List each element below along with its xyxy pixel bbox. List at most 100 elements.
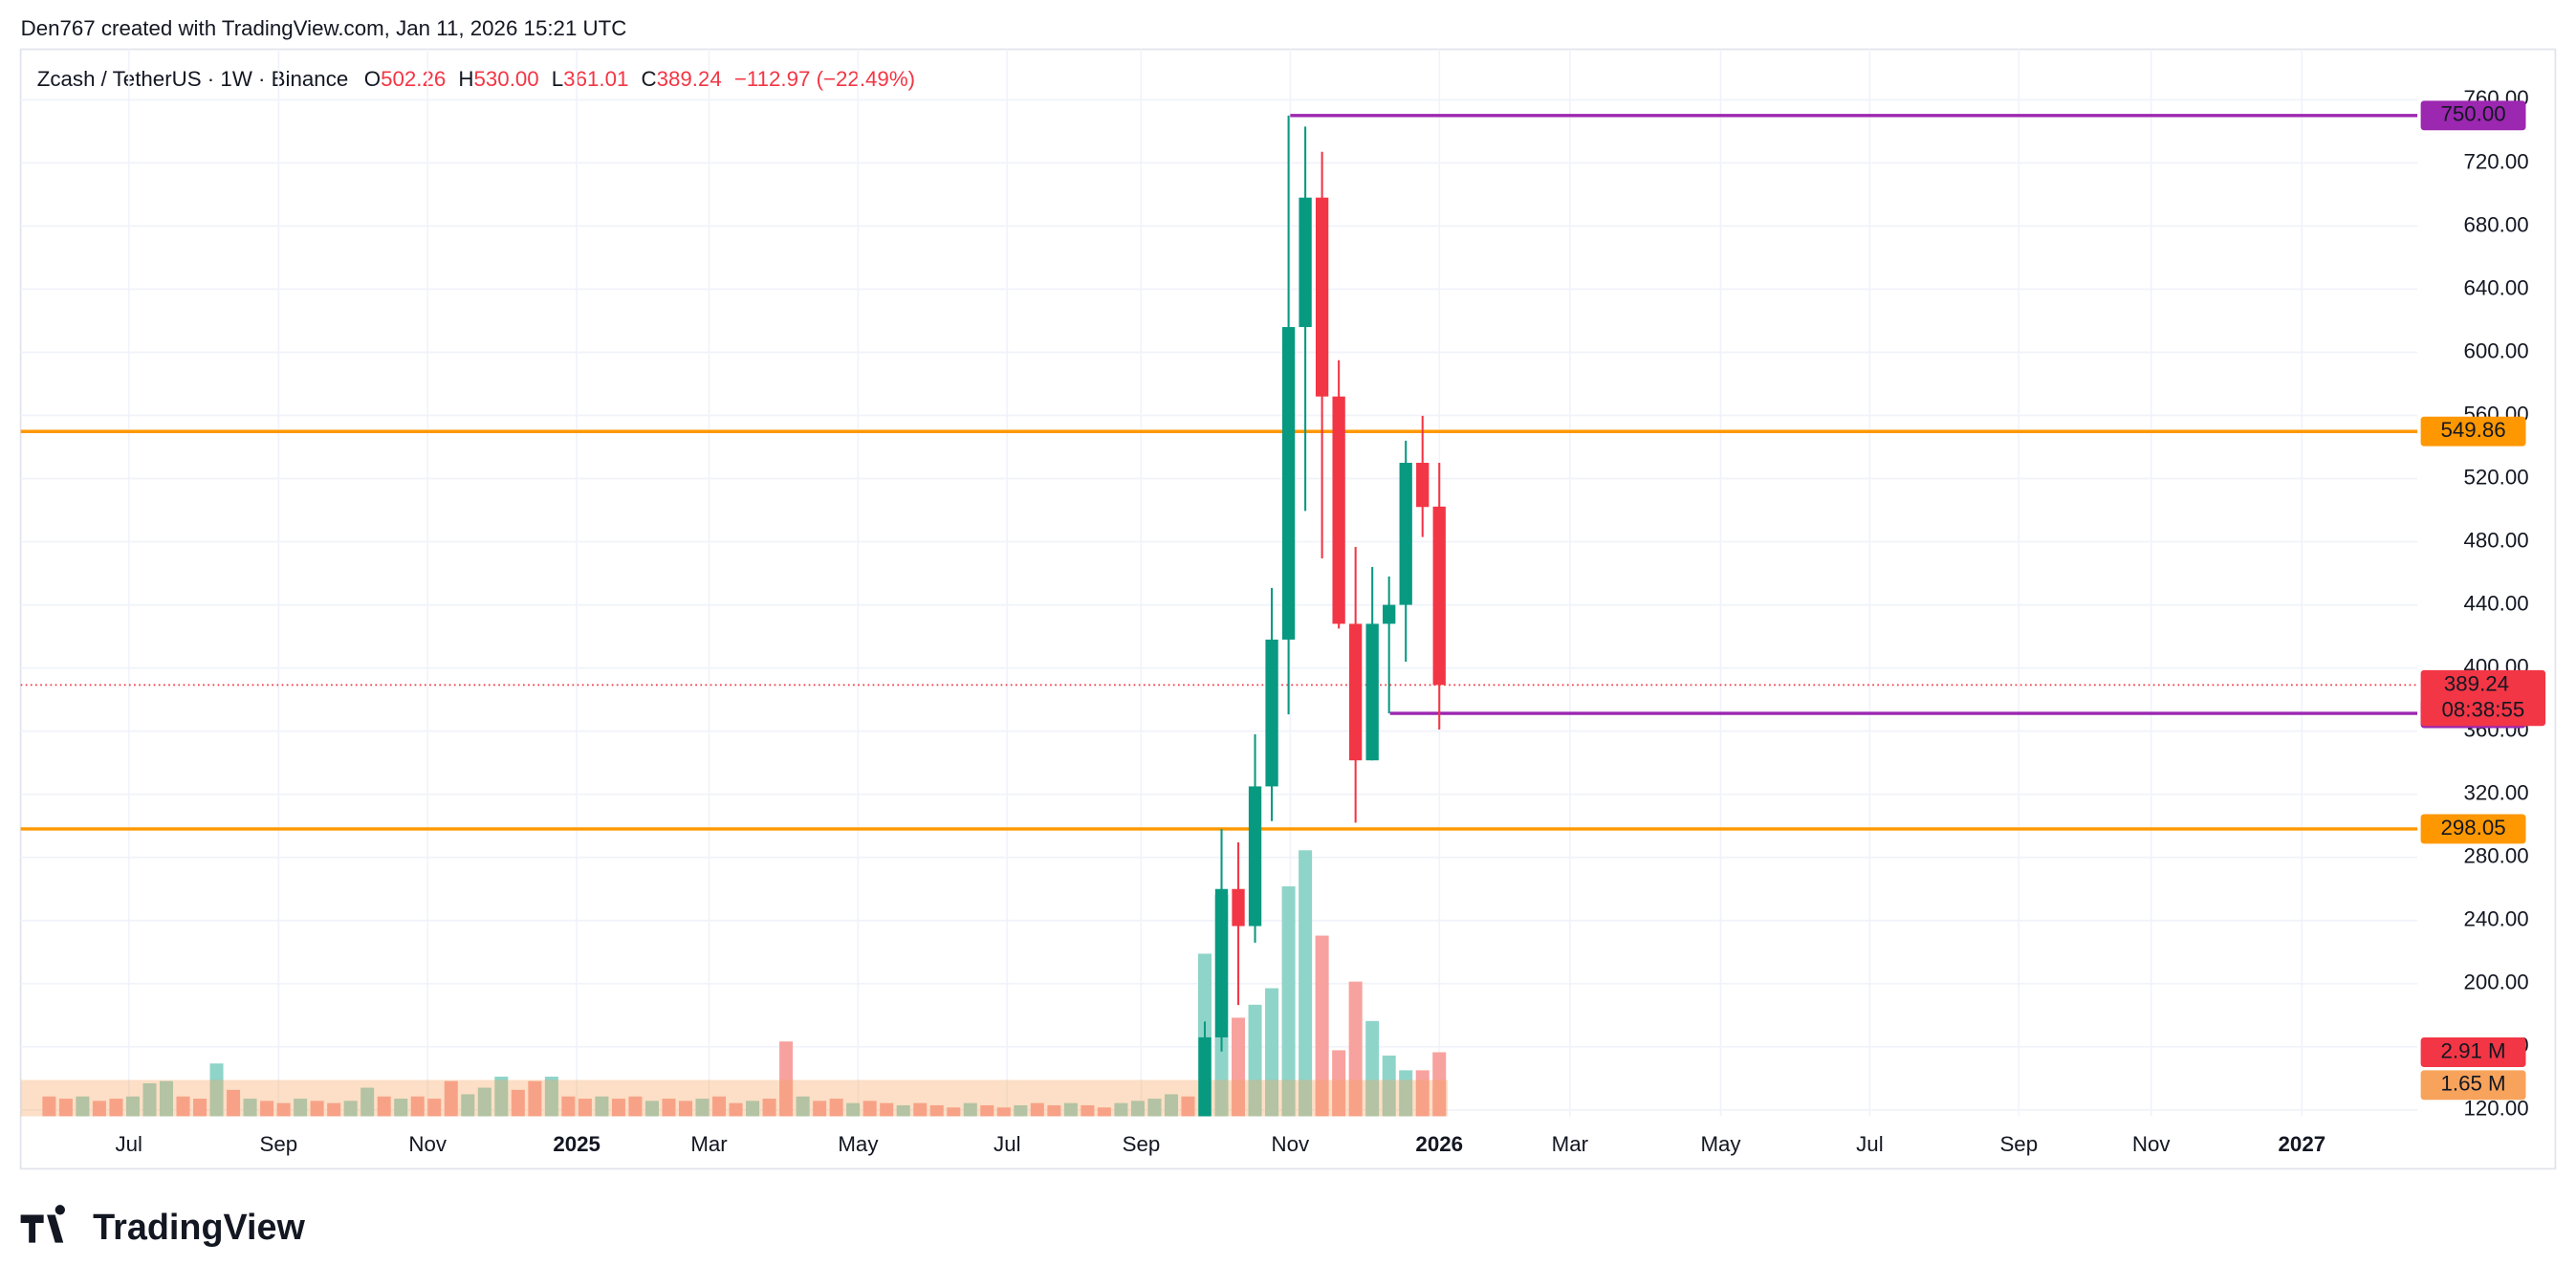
- credit: Den767 created with TradingView.com, Jan…: [21, 16, 627, 40]
- volume-bar: [862, 1101, 877, 1117]
- x-tick-label: Nov: [2132, 1132, 2172, 1156]
- volume-bar: [1299, 850, 1313, 1117]
- volume-bar: [243, 1099, 257, 1117]
- change: −112.97 (−22.49%): [734, 67, 915, 91]
- volume-bar: [1432, 1052, 1447, 1117]
- ohlc-label: L: [552, 67, 563, 91]
- x-tick-label: May: [1700, 1132, 1741, 1156]
- volume-bar: [343, 1101, 358, 1117]
- chart-title: Zcash / TetherUS · 1W · Binance: [37, 67, 349, 91]
- volume-bar: [176, 1096, 190, 1117]
- volume-bar: [1047, 1104, 1061, 1117]
- volume-bar: [1232, 1017, 1246, 1117]
- volume-bar: [142, 1082, 157, 1117]
- logo-text: TradingView: [93, 1208, 305, 1248]
- volume-bar: [578, 1099, 592, 1117]
- volume-bar: [494, 1077, 509, 1117]
- y-tick-label: 440.00: [2463, 591, 2528, 615]
- volume-bar: [461, 1094, 475, 1117]
- volume-bar: [880, 1102, 894, 1117]
- x-tick-label: 2025: [553, 1132, 600, 1156]
- volume-bar: [963, 1102, 977, 1117]
- y-tick-label: 200.00: [2463, 971, 2528, 994]
- x-tick-label: Nov: [408, 1132, 448, 1156]
- last-price-label: 389.24: [2444, 671, 2509, 695]
- candle-body: [1214, 888, 1229, 1037]
- volume-bar: [779, 1041, 794, 1117]
- logo: TradingView: [20, 1205, 306, 1248]
- volume-bar: [444, 1080, 458, 1117]
- ohlc-value: 530.00: [474, 67, 539, 91]
- volume-bar: [511, 1089, 525, 1117]
- x-tick-label: Sep: [260, 1132, 298, 1156]
- volume-bar: [327, 1102, 341, 1117]
- volume-bar: [561, 1096, 576, 1117]
- y-tick-label: 640.00: [2463, 275, 2528, 299]
- y-tick-label: 600.00: [2463, 338, 2528, 362]
- candle-body: [1198, 1036, 1212, 1117]
- volume-bar: [813, 1101, 827, 1117]
- volume-bar: [996, 1107, 1011, 1117]
- y-tick-label: 720.00: [2463, 149, 2528, 173]
- volume-bar: [1281, 886, 1296, 1117]
- y-tick-label: 320.00: [2463, 781, 2528, 805]
- volume-ma: [20, 1080, 1448, 1117]
- volume-last-label: 2.91 M: [2440, 1038, 2505, 1062]
- volume-bar: [662, 1099, 676, 1117]
- volume-bar: [1130, 1101, 1145, 1117]
- volume-bar: [1365, 1020, 1380, 1117]
- volume-bar: [377, 1096, 391, 1117]
- y-tick-label: 280.00: [2463, 844, 2528, 868]
- volume-bar: [209, 1063, 224, 1117]
- volume-bar: [1014, 1104, 1028, 1117]
- volume-bar: [1181, 1096, 1195, 1117]
- volume-bar: [1265, 988, 1279, 1117]
- candle-body: [1248, 786, 1262, 927]
- plot: [20, 114, 2418, 1117]
- volume-last-badge: [2420, 1037, 2526, 1067]
- volume-bar: [294, 1099, 308, 1117]
- candle-body: [1299, 197, 1312, 328]
- volume-bar: [762, 1099, 776, 1117]
- x-tick-label: Sep: [1123, 1132, 1161, 1156]
- x-tick-label: 2027: [2279, 1132, 2326, 1156]
- x-tick-label: Mar: [690, 1132, 728, 1156]
- ohlc-value: 389.24: [657, 67, 722, 91]
- x-tick-label: May: [838, 1132, 879, 1156]
- volume-bar: [42, 1096, 56, 1117]
- volume-bar: [227, 1089, 241, 1117]
- x-tick-label: Sep: [1999, 1132, 2038, 1156]
- ohlc-label: O: [364, 67, 381, 91]
- volume-bar: [595, 1096, 609, 1117]
- volume-bar: [1063, 1102, 1078, 1117]
- volume-bar: [929, 1104, 944, 1117]
- candle-body: [1399, 463, 1412, 605]
- y-tick-label: 240.00: [2463, 907, 2528, 931]
- volume-bar: [58, 1099, 73, 1117]
- volume-ma-label: 1.65 M: [2440, 1072, 2505, 1096]
- volume-bar: [1348, 981, 1363, 1117]
- candle-body: [1383, 604, 1396, 624]
- volume-bar: [528, 1080, 542, 1117]
- x-tick-label: Jul: [993, 1132, 1021, 1156]
- x-tick-label: Jul: [115, 1132, 142, 1156]
- volume-bar: [360, 1087, 375, 1117]
- volume-bar: [1114, 1102, 1128, 1117]
- ohlc-label: C: [641, 67, 656, 91]
- logo-mark: [20, 1205, 65, 1243]
- x-tick-label: Mar: [1552, 1132, 1589, 1156]
- volume-bar: [1081, 1104, 1095, 1117]
- volume-bar: [76, 1096, 90, 1117]
- candle-body: [1365, 623, 1379, 761]
- volume-bar: [746, 1101, 760, 1117]
- volume-bar: [1248, 1004, 1262, 1117]
- volume-bar: [1399, 1070, 1413, 1117]
- candle-body: [1432, 506, 1446, 686]
- volume-bar: [394, 1099, 408, 1117]
- volume-bar: [678, 1101, 693, 1117]
- volume-bar: [193, 1099, 207, 1117]
- candle-body: [1416, 463, 1430, 508]
- ohlc-label: H: [458, 67, 473, 91]
- volume-bar: [846, 1102, 861, 1117]
